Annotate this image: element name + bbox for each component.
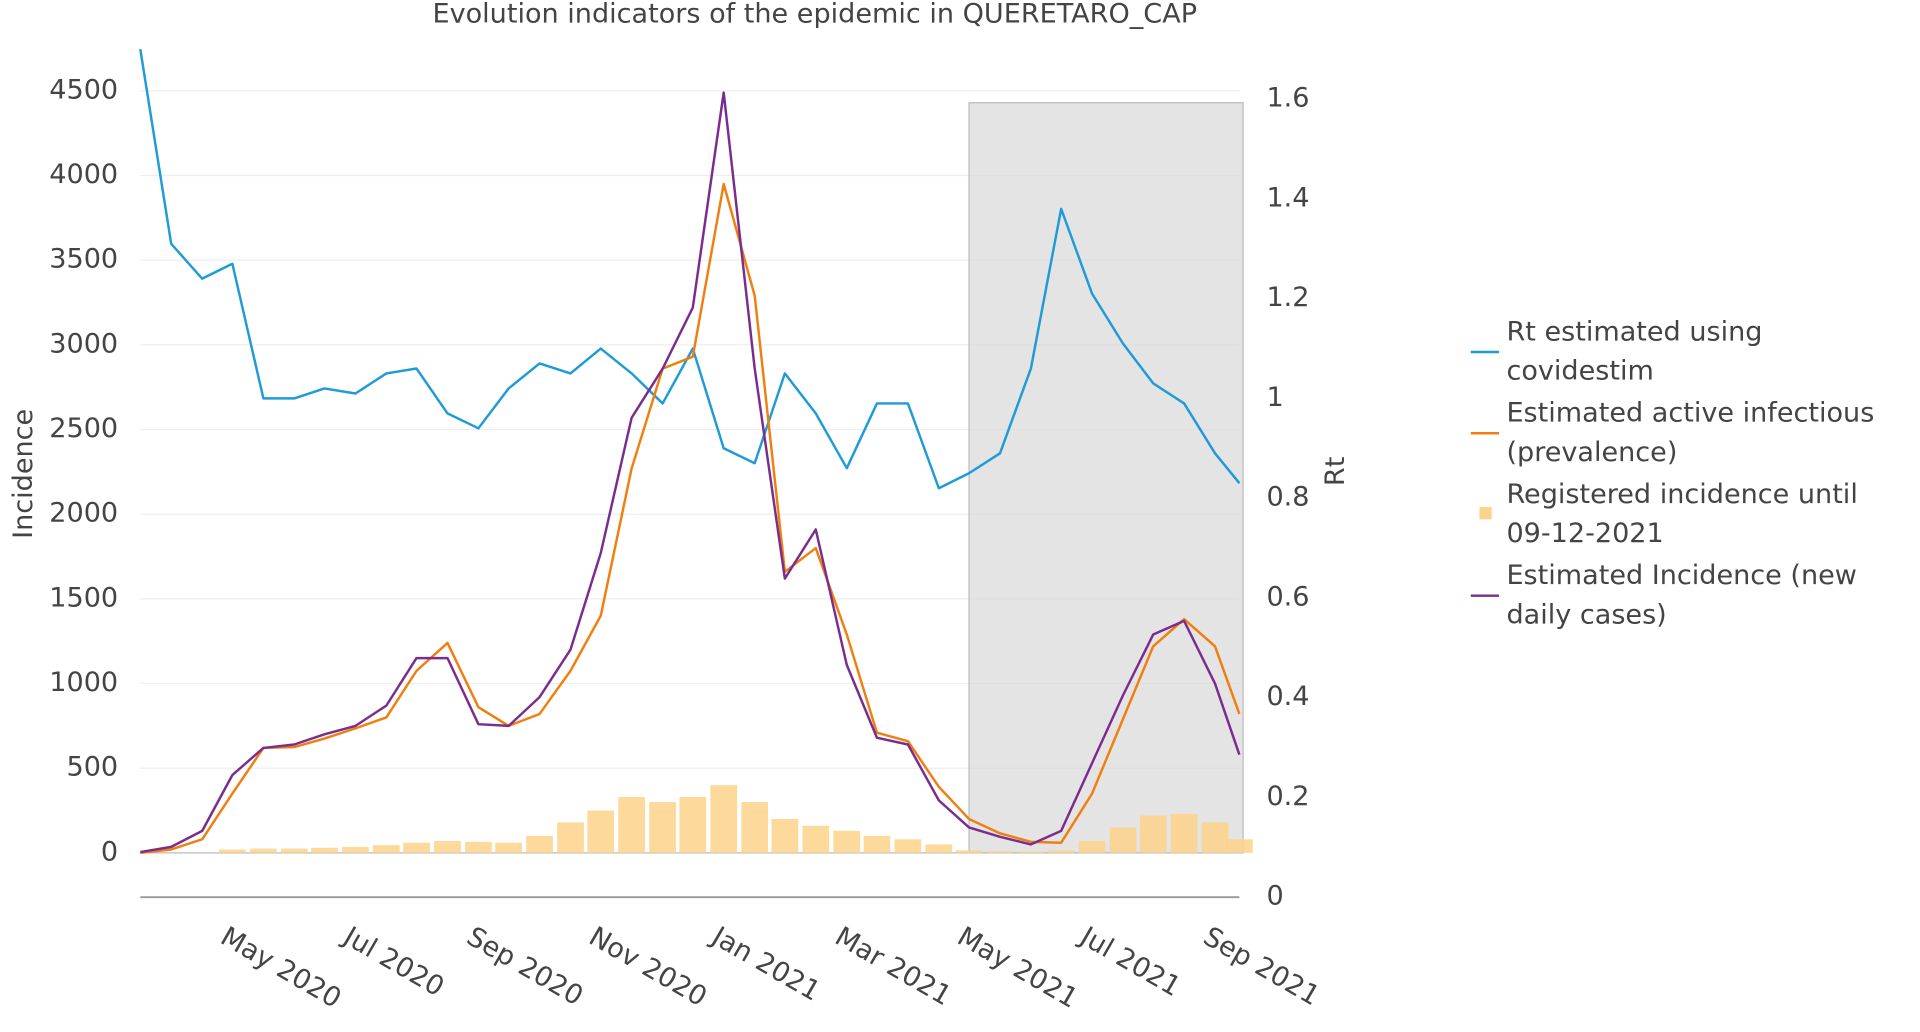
x-tick-label: Sep 2020: [461, 921, 588, 1012]
bar: [587, 810, 615, 853]
y-tick-label: 1500: [49, 582, 118, 613]
y2-tick-label: 1.4: [1266, 182, 1309, 213]
shaded-region: [968, 102, 1244, 854]
bar: [894, 839, 922, 853]
bar: [1017, 851, 1045, 853]
y2-tick-label: 0.4: [1266, 681, 1309, 712]
bar: [1201, 822, 1229, 853]
bar: [1226, 839, 1253, 853]
x-tick-label: Jan 2021: [705, 920, 825, 1007]
bar: [955, 850, 983, 853]
bar: [1078, 841, 1106, 853]
y-tick-label: 1000: [49, 667, 118, 698]
y-tick-label: 2000: [49, 498, 118, 529]
legend-label: Estimated active infectious (prevalence): [1506, 397, 1874, 467]
legend-label: Estimated Incidence (new daily cases): [1506, 559, 1856, 629]
y-tick-label: 3500: [49, 244, 118, 275]
bar: [495, 842, 522, 853]
bar: [863, 835, 891, 853]
y-axis-title: Incidence: [8, 409, 39, 539]
y2-tick-label: 0: [1266, 881, 1283, 912]
bar: [833, 830, 861, 853]
bar: [1047, 850, 1075, 853]
plot-layer: [139, 49, 1253, 899]
bar: [311, 847, 338, 853]
y2-tick-label: 1: [1266, 382, 1283, 413]
bar: [219, 849, 246, 853]
bar: [465, 841, 492, 853]
x-tick-label: Nov 2020: [584, 921, 712, 1013]
bar: [649, 802, 676, 853]
bar: [802, 825, 830, 853]
bar: [557, 822, 584, 853]
bar: [1170, 813, 1198, 853]
bar: [1139, 815, 1167, 853]
y2-tick-label: 1.6: [1266, 83, 1309, 114]
x-tick-label: Mar 2021: [830, 921, 957, 1012]
bar: [710, 785, 738, 853]
legend-label: Registered incidence until 09-12-2021: [1506, 478, 1857, 548]
x-tick-label: May 2020: [215, 921, 346, 1015]
bar: [618, 796, 646, 853]
bar: [249, 848, 277, 853]
line: [139, 49, 1241, 490]
bar: [741, 802, 769, 853]
bar: [679, 796, 707, 853]
y2-tick-label: 0.6: [1266, 581, 1309, 612]
legend-swatch: [1479, 507, 1492, 520]
chart-title: Evolution indicators of the epidemic in …: [432, 0, 1197, 29]
bar: [342, 846, 369, 853]
y2-tick-label: 0.2: [1266, 781, 1309, 812]
y-tick-label: 4500: [49, 74, 118, 105]
line: [140, 182, 1241, 855]
bar: [434, 841, 461, 853]
y-tick-label: 0: [101, 836, 118, 867]
x-tick-label: May 2021: [952, 921, 1083, 1015]
y-tick-label: 3000: [49, 328, 118, 359]
x-tick-label: Sep 2021: [1198, 921, 1325, 1012]
y-tick-label: 2500: [49, 413, 118, 444]
bar: [372, 845, 400, 853]
y2-tick-label: 0.8: [1266, 482, 1309, 513]
bar: [1109, 827, 1137, 853]
line: [140, 91, 1241, 854]
y-tick-label: 500: [66, 752, 118, 783]
bar: [526, 835, 553, 853]
bar: [986, 851, 1014, 853]
y2-tick-label: 1.2: [1266, 282, 1309, 313]
y-tick-label: 4000: [49, 159, 118, 190]
bar: [925, 844, 953, 853]
x-tick-label: Jul 2021: [1073, 920, 1186, 1003]
y2-axis-title: Rt: [1320, 457, 1351, 486]
bar: [280, 848, 308, 853]
x-tick-label: Jul 2020: [337, 920, 450, 1003]
bar: [403, 842, 430, 853]
bar: [771, 819, 799, 853]
legend-label: Rt estimated using covidestim: [1506, 316, 1762, 386]
